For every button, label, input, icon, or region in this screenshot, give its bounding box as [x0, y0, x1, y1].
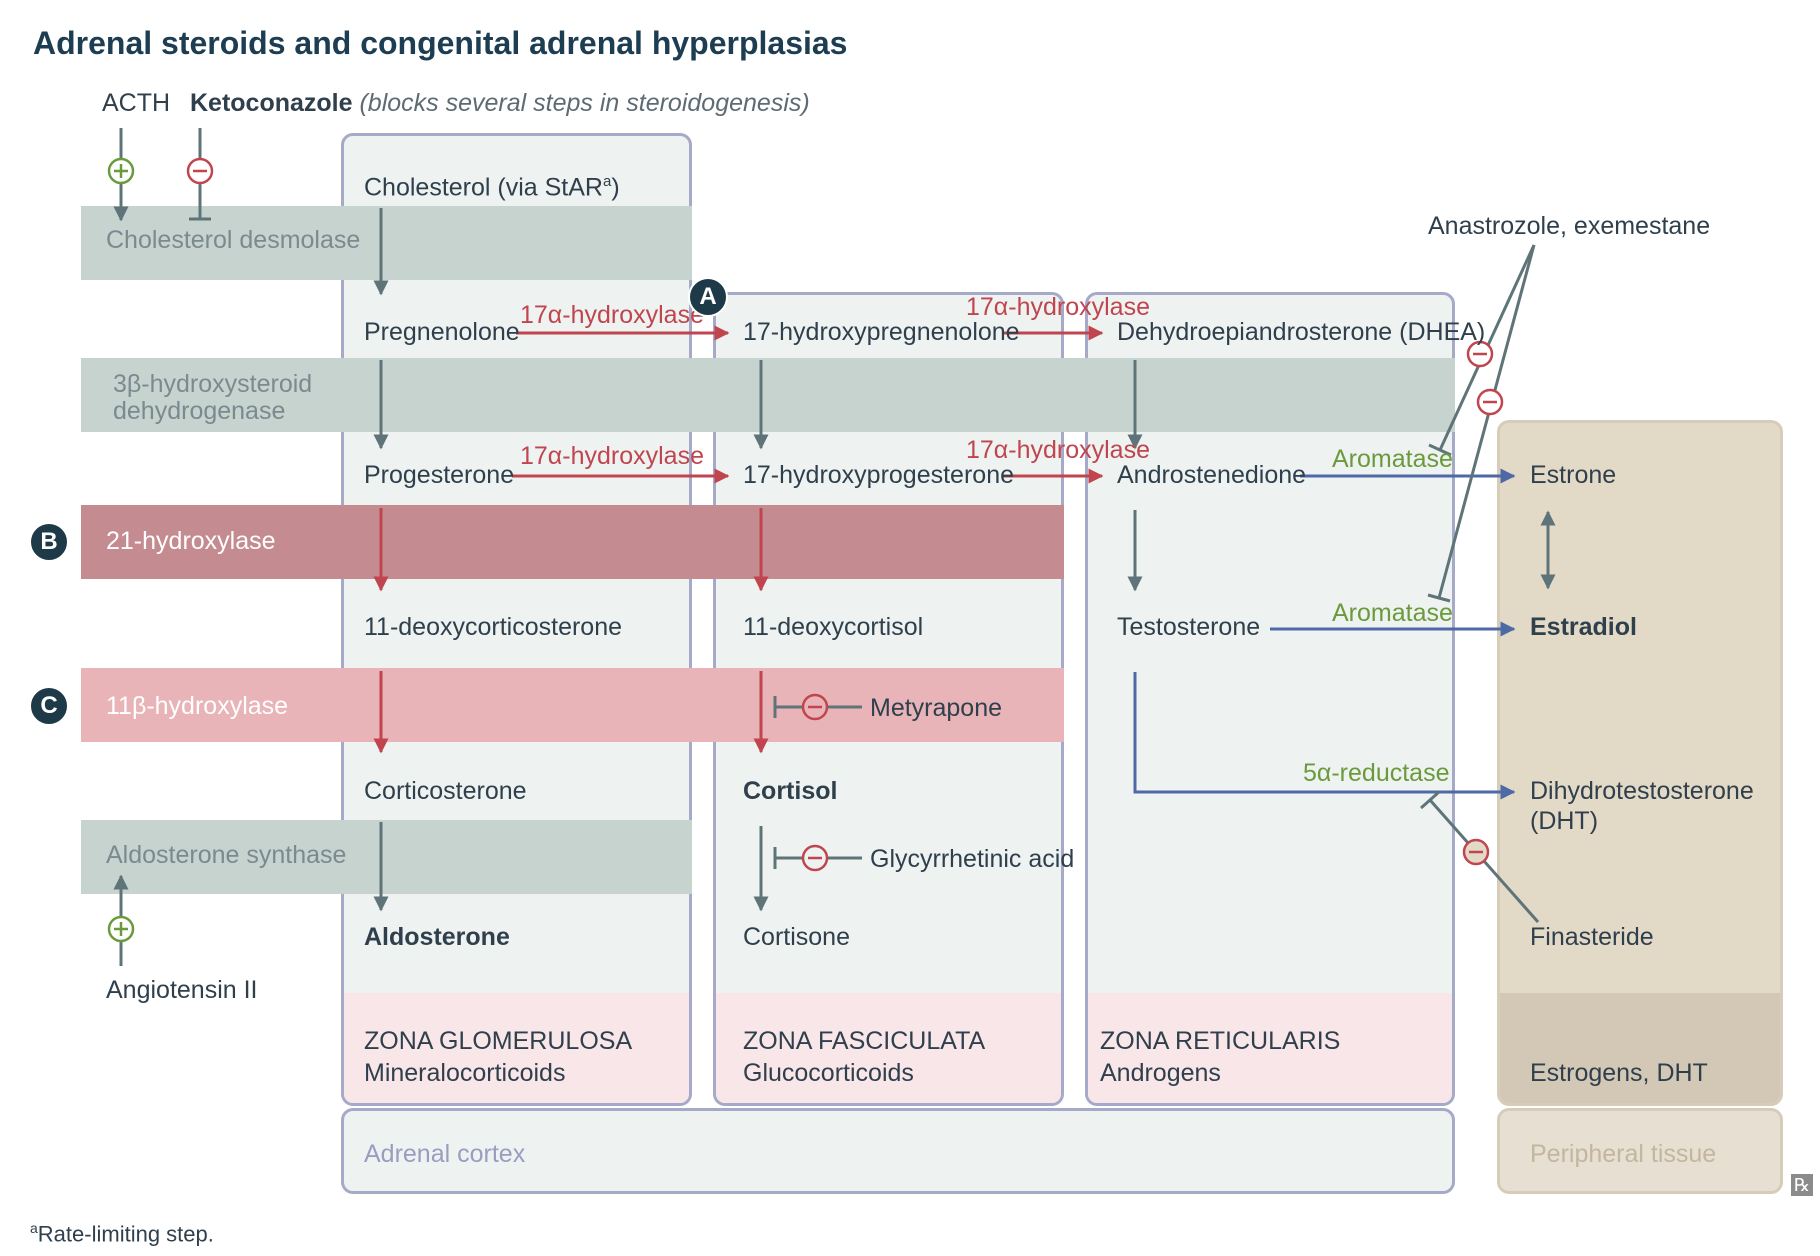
aldosterone-synthase-band [81, 820, 692, 894]
hydroxylase-21-band [81, 505, 1064, 579]
anastrozole-inhibitor-2 [1437, 244, 1536, 599]
reductase-5a-label: 5α-reductase [1303, 759, 1450, 787]
aromatase-label-1: Aromatase [1332, 445, 1453, 473]
hydroxylase-21-label: 21-hydroxylase [106, 527, 276, 555]
dht-label-line2: (DHT) [1530, 807, 1599, 835]
ketoconazole-note: (blocks several steps in steroidogenesis… [359, 89, 810, 117]
deoxycortisol-label: 11-deoxycortisol [743, 613, 924, 641]
estradiol-label: Estradiol [1530, 613, 1637, 641]
footnote: aRate-limiting step. [30, 1213, 214, 1249]
hsd-label-line2: dehydrogenase [113, 397, 286, 425]
hydroxylase-17a-label-3: 17α-hydroxylase [520, 442, 704, 470]
corticosterone-label: Corticosterone [364, 777, 527, 805]
testosterone-label: Testosterone [1117, 613, 1261, 641]
hydroxylase-17a-label-2: 17α-hydroxylase [966, 293, 1150, 321]
cholesterol-footnote-mark: a [602, 173, 612, 190]
cholesterol-close: ) [611, 173, 620, 202]
zona-reticularis-sub: Androgens [1100, 1059, 1221, 1087]
zona-glomerulosa-footer [344, 993, 689, 1103]
rx-icon: ℞ [1791, 1174, 1813, 1196]
zona-glomerulosa-label: ZONA GLOMERULOSA [364, 1027, 633, 1055]
zona-reticularis-footer [1088, 993, 1452, 1103]
pregnenolone-label: Pregnenolone [364, 318, 520, 346]
page-title: Adrenal steroids and congenital adrenal … [33, 25, 848, 61]
footnote-text: Rate-limiting step. [37, 1221, 214, 1247]
badge-c: C [29, 686, 69, 726]
aldosterone-label: Aldosterone [364, 923, 510, 951]
finasteride-label: Finasteride [1530, 923, 1654, 951]
anastrozole-label: Anastrozole, exemestane [1428, 212, 1711, 240]
deoxycorticosterone-label: 11-deoxycorticosterone [364, 613, 623, 641]
aldosterone-synthase-label: Aldosterone synthase [106, 841, 347, 869]
metyrapone-label: Metyrapone [870, 694, 1003, 722]
zona-fasciculata-label: ZONA FASCICULATA [743, 1027, 986, 1055]
peripheral-tissue-box [1497, 1108, 1783, 1194]
zona-glomerulosa-box [341, 133, 692, 1106]
cholesterol-desmolase-band [81, 206, 692, 280]
peripheral-tissue-label: Peripheral tissue [1530, 1140, 1717, 1168]
dhea-label: Dehydroepiandrosterone (DHEA) [1117, 318, 1486, 346]
badge-b: B [29, 522, 69, 562]
hydroxyprogesterone-label: 17-hydroxyprogesterone [743, 461, 1014, 489]
adrenal-cortex-box [341, 1108, 1455, 1194]
footnote-mark: a [30, 1220, 38, 1236]
zona-glomerulosa-sub: Mineralocorticoids [364, 1059, 566, 1087]
hydroxypregnenolone-label: 17-hydroxypregnenolone [743, 318, 1020, 346]
cortisone-label: Cortisone [743, 923, 850, 951]
dht-label-line1: Dihydrotestosterone [1530, 777, 1754, 805]
hsd-band [81, 358, 1455, 432]
cortisol-label: Cortisol [743, 777, 838, 805]
adrenal-cortex-label: Adrenal cortex [364, 1140, 526, 1168]
progesterone-label: Progesterone [364, 461, 515, 489]
cholesterol-label: Cholesterol (via StARa) [364, 167, 620, 202]
hydroxylase-11b-label: 11β-hydroxylase [106, 692, 289, 720]
estrone-label: Estrone [1530, 461, 1617, 489]
aromatase-label-2: Aromatase [1332, 599, 1453, 627]
hsd-label-line1: 3β-hydroxysteroid [113, 370, 313, 398]
hydroxylase-11b-band [81, 668, 1064, 742]
androstenedione-label: Androstenedione [1117, 461, 1307, 489]
hydroxylase-17a-label-1: 17α-hydroxylase [520, 301, 704, 329]
cholesterol-desmolase-label: Cholesterol desmolase [106, 226, 361, 254]
badge-a: A [688, 277, 728, 317]
peripheral-footer [1500, 993, 1780, 1103]
ketoconazole-name: Ketoconazole [190, 89, 353, 117]
zona-fasciculata-sub: Glucocorticoids [743, 1059, 914, 1087]
peripheral-sub: Estrogens, DHT [1530, 1059, 1708, 1087]
cholesterol-text: Cholesterol (via StAR [364, 173, 603, 202]
hydroxylase-17a-label-4: 17α-hydroxylase [966, 436, 1150, 464]
acth-label: ACTH [102, 89, 171, 117]
angiotensin-label: Angiotensin II [106, 976, 258, 1004]
ketoconazole-label: Ketoconazole (blocks several steps in st… [190, 88, 810, 118]
zona-reticularis-label: ZONA RETICULARIS [1100, 1027, 1341, 1055]
glycyrrhetinic-label: Glycyrrhetinic acid [870, 845, 1075, 873]
zona-fasciculata-footer [716, 993, 1061, 1103]
